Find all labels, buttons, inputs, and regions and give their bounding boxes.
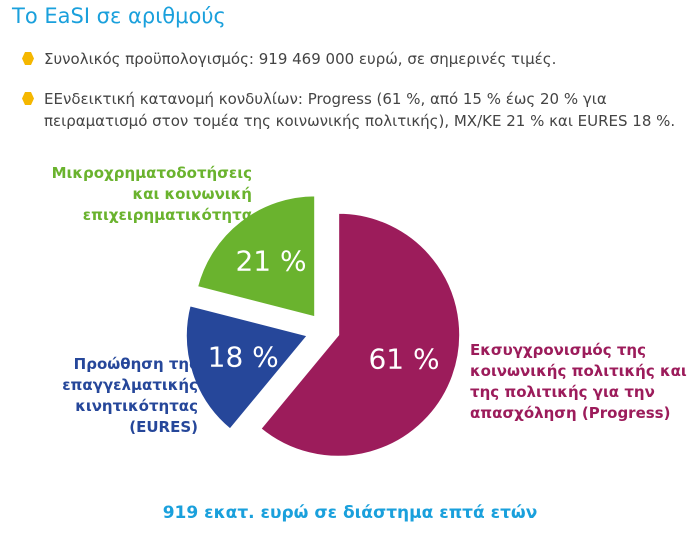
pie-slice-progress [258,211,462,458]
data-label-progress: 61 % [368,342,439,375]
page-title: Το EaSI σε αριθμούς [12,4,226,28]
pie-slice-eures [184,304,310,431]
bullet-allocation-text: ΕΕνδεικτική κατανομή κονδυλίων: Progress… [44,90,676,130]
bullet-allocation: ΕΕνδεικτική κατανομή κονδυλίων: Progress… [22,88,684,132]
hexagon-bullet-icon [22,92,34,105]
bullet-budget: Συνολικός προϋπολογισμός: 919 469 000 ευ… [22,48,684,70]
pie-slice-microfinance [195,194,317,319]
slice-label-microfinance: Μικροχρηματοδοτήσεις και κοινωνική επιχε… [51,164,252,224]
data-label-eures: 18 % [208,341,279,374]
hexagon-bullet-icon [22,52,34,65]
data-label-microfinance: 21 % [235,244,306,277]
chart-caption: 919 εκατ. ευρώ σε διάστημα επτά ετών [162,503,538,523]
bullet-budget-text: Συνολικός προϋπολογισμός: 919 469 000 ευ… [44,50,557,68]
slice-label-eures: Προώθηση της επαγγελματικής κινητικότητα… [62,355,198,436]
slice-label-progress: Εκσυγχρονισμός της κοινωνικής πολιτικής … [470,341,687,422]
